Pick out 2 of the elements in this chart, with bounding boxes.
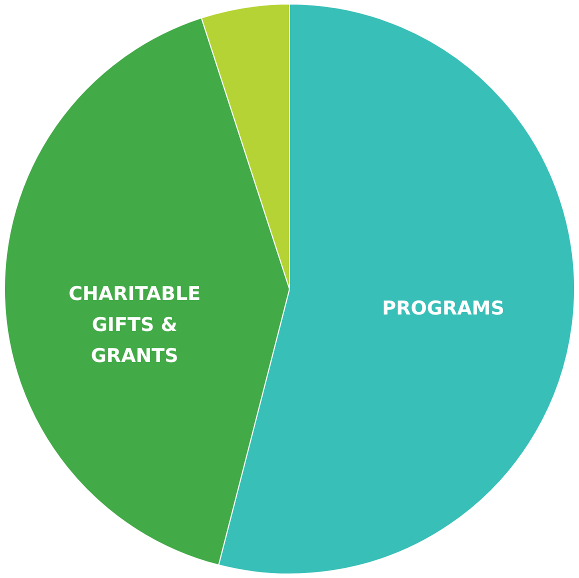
slice-label: CHARITABLE GIFTS & GRANTS — [68, 282, 201, 367]
slice-label: PROGRAMS — [382, 297, 504, 320]
